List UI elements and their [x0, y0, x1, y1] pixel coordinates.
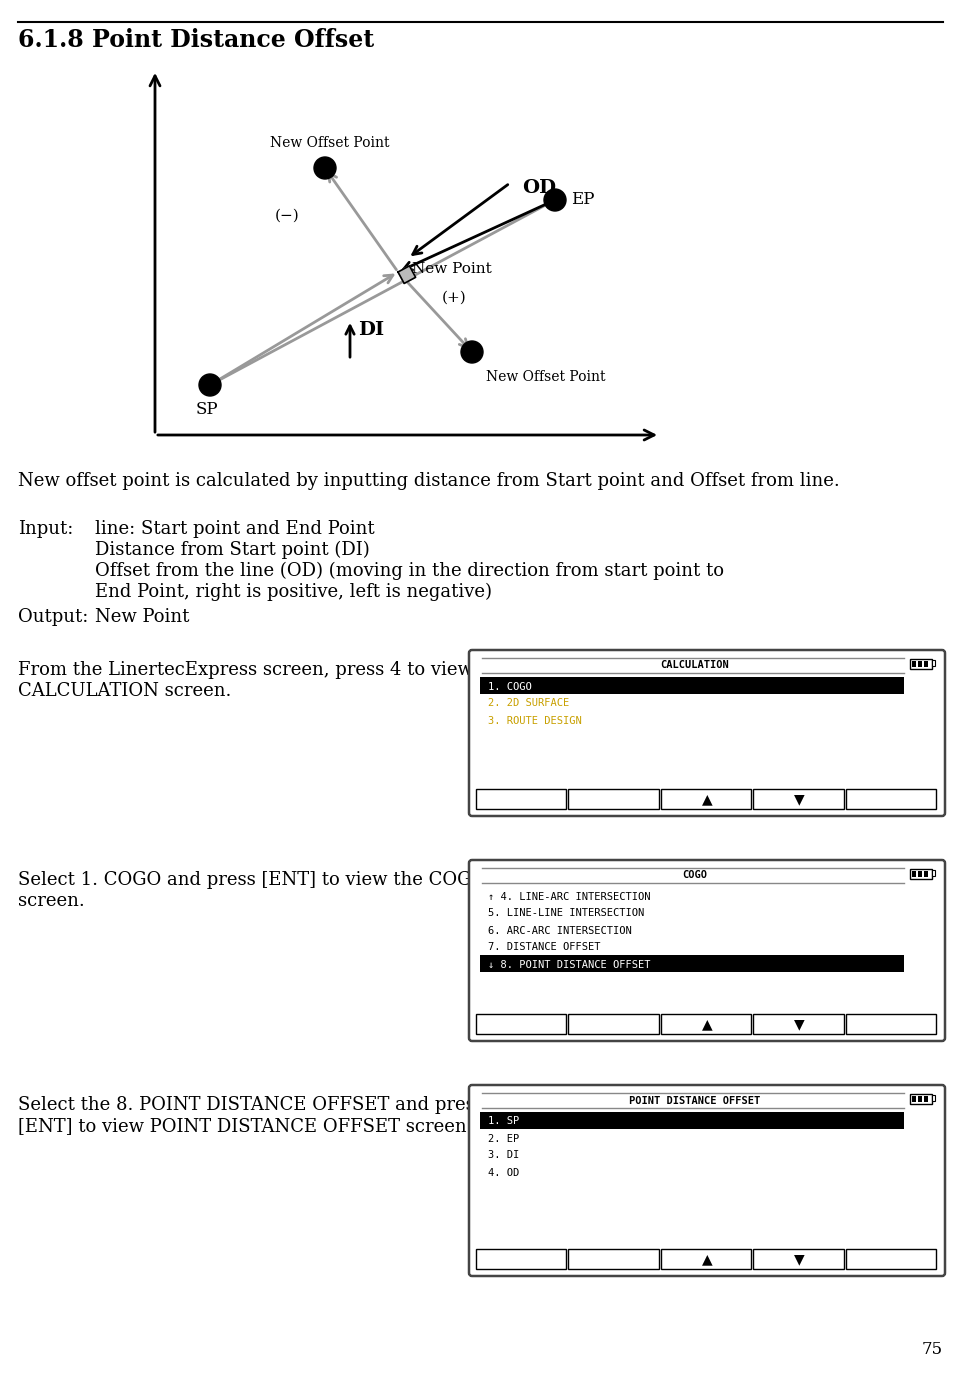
Text: End Point, right is positive, left is negative): End Point, right is positive, left is ne… [95, 582, 492, 602]
Bar [932, 660, 935, 667]
Bar [932, 1094, 935, 1101]
Bar [924, 1096, 928, 1103]
Text: From the LinertecExpress screen, press 4 to view the
CALCULATION screen.: From the LinertecExpress screen, press 4… [18, 661, 508, 700]
Bar [846, 789, 936, 809]
Bar [480, 678, 904, 694]
Bar [918, 1096, 922, 1103]
Text: 2. 2D SURFACE: 2. 2D SURFACE [488, 698, 569, 708]
Text: EP: EP [571, 192, 595, 208]
FancyBboxPatch shape [469, 1085, 945, 1276]
Text: 2. EP: 2. EP [488, 1133, 519, 1144]
Text: Select 1. COGO and press [ENT] to view the COGO
screen.: Select 1. COGO and press [ENT] to view t… [18, 871, 486, 909]
Bar [480, 955, 904, 972]
Text: ↑ 4. LINE-ARC INTERSECTION: ↑ 4. LINE-ARC INTERSECTION [488, 891, 651, 901]
Text: New Offset Point: New Offset Point [270, 137, 390, 150]
Text: (+): (+) [442, 291, 466, 305]
Text: ▲: ▲ [702, 792, 712, 806]
Bar [568, 1249, 659, 1270]
Text: COGO: COGO [682, 871, 707, 880]
Bar [476, 789, 566, 809]
Bar [918, 661, 922, 667]
Bar [661, 789, 752, 809]
Text: New Offset Point: New Offset Point [486, 370, 605, 384]
Bar [924, 661, 928, 667]
Text: 7. DISTANCE OFFSET: 7. DISTANCE OFFSET [488, 943, 601, 952]
Text: 1. SP: 1. SP [488, 1116, 519, 1126]
Circle shape [314, 157, 336, 179]
Text: New offset point is calculated by inputting distance from Start point and Offset: New offset point is calculated by inputt… [18, 472, 840, 490]
Bar [918, 871, 922, 878]
Bar [932, 869, 935, 876]
Text: 5. LINE-LINE INTERSECTION: 5. LINE-LINE INTERSECTION [488, 908, 644, 919]
Bar [753, 1249, 844, 1270]
Text: Distance from Start point (DI): Distance from Start point (DI) [95, 541, 370, 559]
Text: New Point: New Point [412, 262, 492, 276]
Text: DI: DI [358, 322, 384, 339]
Bar [476, 1014, 566, 1034]
Bar [753, 789, 844, 809]
Text: 75: 75 [922, 1341, 943, 1358]
Bar [661, 1249, 752, 1270]
Bar [846, 1249, 936, 1270]
Text: 1. COGO: 1. COGO [488, 682, 531, 691]
Bar [910, 1094, 932, 1104]
Bar [846, 1014, 936, 1034]
FancyBboxPatch shape [469, 860, 945, 1041]
Bar [912, 871, 916, 878]
Circle shape [199, 374, 221, 396]
Circle shape [461, 341, 483, 363]
Text: ▼: ▼ [794, 1017, 804, 1031]
Text: New Point: New Point [95, 609, 189, 627]
Text: (−): (−) [275, 208, 300, 224]
Bar [661, 1014, 752, 1034]
Bar [912, 661, 916, 667]
Text: OD: OD [522, 179, 556, 197]
Bar [568, 1014, 659, 1034]
Bar [924, 871, 928, 878]
Text: Offset from the line (OD) (moving in the direction from start point to: Offset from the line (OD) (moving in the… [95, 562, 724, 580]
Text: ▲: ▲ [702, 1252, 712, 1265]
Bar [910, 869, 932, 879]
Text: ↓ 8. POINT DISTANCE OFFSET: ↓ 8. POINT DISTANCE OFFSET [488, 959, 651, 970]
Text: ▲: ▲ [702, 1017, 712, 1031]
Text: line: Start point and End Point: line: Start point and End Point [95, 520, 375, 538]
Text: POINT DISTANCE OFFSET: POINT DISTANCE OFFSET [628, 1096, 760, 1105]
Bar [476, 1249, 566, 1270]
Bar [912, 1096, 916, 1103]
Bar [753, 1014, 844, 1034]
Text: Output:: Output: [18, 609, 88, 627]
Text: CALCULATION: CALCULATION [660, 661, 728, 671]
Text: 4. OD: 4. OD [488, 1167, 519, 1177]
Text: ▼: ▼ [794, 1252, 804, 1265]
Text: SP: SP [196, 402, 218, 418]
Text: Input:: Input: [18, 520, 73, 538]
Text: 6.1.8 Point Distance Offset: 6.1.8 Point Distance Offset [18, 28, 374, 52]
Polygon shape [398, 266, 415, 283]
Bar [910, 660, 932, 669]
Bar [480, 1112, 904, 1129]
Circle shape [544, 189, 566, 211]
Text: Select the 8. POINT DISTANCE OFFSET and press
[ENT] to view POINT DISTANCE OFFSE: Select the 8. POINT DISTANCE OFFSET and … [18, 1096, 484, 1134]
Bar [568, 789, 659, 809]
Text: 3. DI: 3. DI [488, 1151, 519, 1161]
FancyBboxPatch shape [469, 650, 945, 816]
Text: 3. ROUTE DESIGN: 3. ROUTE DESIGN [488, 715, 581, 726]
Text: 6. ARC-ARC INTERSECTION: 6. ARC-ARC INTERSECTION [488, 926, 631, 936]
Text: ▼: ▼ [794, 792, 804, 806]
